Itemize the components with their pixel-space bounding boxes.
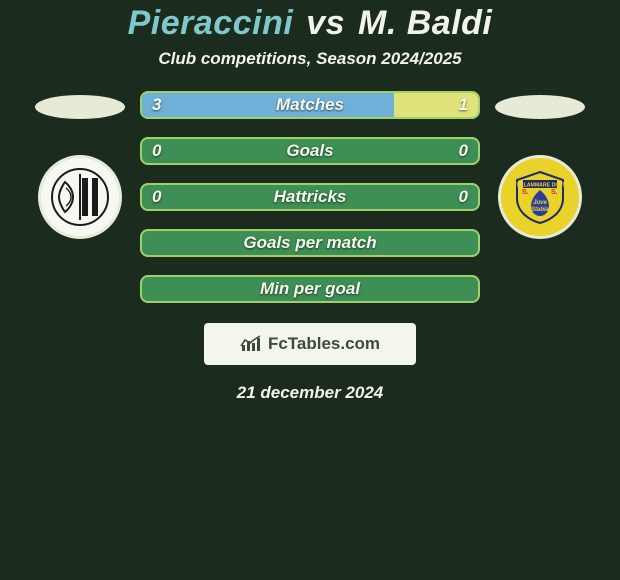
stat-value-left: 0: [152, 141, 161, 161]
comparison-card: Pieraccini vs M. Baldi Club competitions…: [0, 0, 620, 580]
svg-text:Juve: Juve: [533, 200, 547, 206]
stat-fill-left: [142, 93, 394, 117]
title-player2: M. Baldi: [358, 4, 492, 42]
stat-bar: Goals per match: [140, 229, 480, 257]
stat-label: Goals: [286, 141, 333, 161]
stat-bar: Min per goal: [140, 275, 480, 303]
svg-text:S.: S.: [522, 189, 529, 196]
stat-value-left: 0: [152, 187, 161, 207]
date-line: 21 december 2024: [237, 383, 384, 403]
club-badge-left: [38, 155, 122, 239]
club-badge-right: CASTELLAMMARE DI STABIA Juve Stabia S. S…: [498, 155, 582, 239]
subtitle: Club competitions, Season 2024/2025: [158, 49, 461, 69]
title: Pieraccini vs M. Baldi: [128, 4, 493, 43]
main-row: 3 Matches 1 0 Goals 0 0 Hattricks 0 Goals per mat…: [0, 91, 620, 303]
stat-bars: 3 Matches 1 0 Goals 0 0 Hattricks 0 Goals per mat…: [140, 91, 480, 303]
stat-label: Hattricks: [274, 187, 347, 207]
stat-label: Matches: [276, 95, 344, 115]
fctables-logo-text: FcTables.com: [268, 334, 380, 354]
stat-bar: 3 Matches 1: [140, 91, 480, 119]
right-column: CASTELLAMMARE DI STABIA Juve Stabia S. S…: [490, 91, 590, 239]
title-player1: Pieraccini: [128, 4, 294, 42]
stat-label: Min per goal: [260, 279, 360, 299]
title-vs: vs: [306, 4, 345, 42]
stat-bar: 0 Goals 0: [140, 137, 480, 165]
stat-value-right: 1: [459, 95, 468, 115]
svg-text:CASTELLAMMARE DI STABIA: CASTELLAMMARE DI STABIA: [511, 183, 569, 189]
stat-bar: 0 Hattricks 0: [140, 183, 480, 211]
left-column: [30, 91, 130, 239]
stat-value-right: 0: [459, 187, 468, 207]
player2-head-placeholder: [495, 95, 585, 119]
content: Pieraccini vs M. Baldi Club competitions…: [0, 0, 620, 403]
svg-text:S.: S.: [551, 189, 558, 196]
fctables-logo: FcTables.com: [204, 323, 416, 365]
stat-value-right: 0: [459, 141, 468, 161]
club-logo-left: [51, 168, 109, 226]
stat-label: Goals per match: [243, 233, 376, 253]
club-logo-right: CASTELLAMMARE DI STABIA Juve Stabia S. S…: [511, 168, 569, 226]
stat-value-left: 3: [152, 95, 161, 115]
player1-head-placeholder: [35, 95, 125, 119]
chart-icon: [240, 335, 262, 353]
svg-text:Stabia: Stabia: [531, 207, 550, 213]
